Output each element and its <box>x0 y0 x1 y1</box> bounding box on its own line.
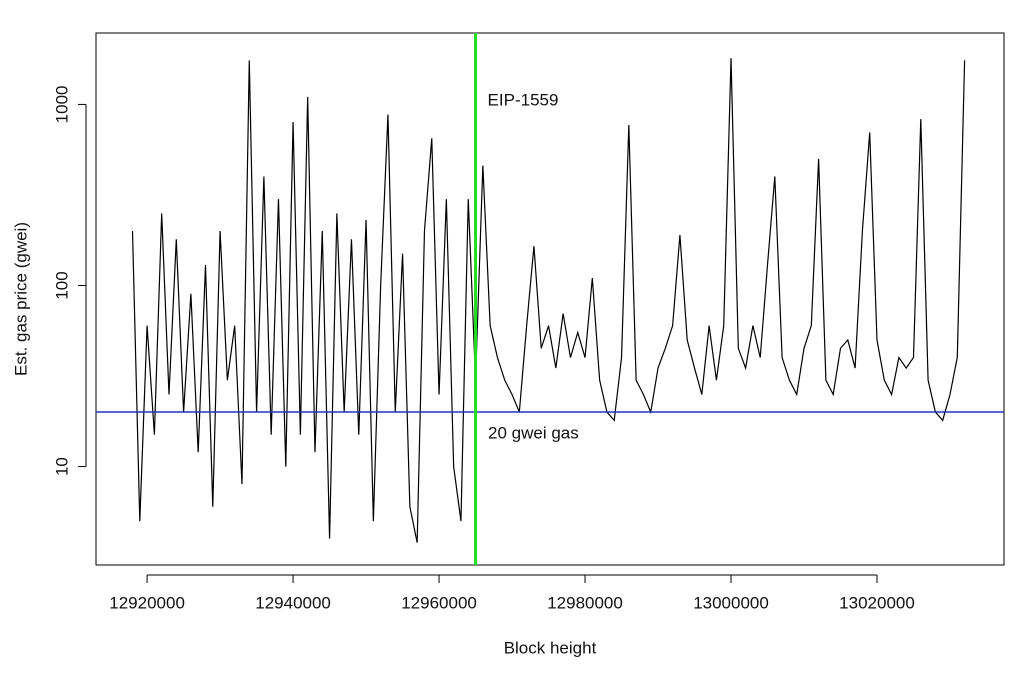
vline-label: EIP-1559 <box>488 90 559 109</box>
y-tick-label: 10 <box>52 457 71 476</box>
x-tick-label: 12940000 <box>255 593 331 612</box>
x-tick-label: 13020000 <box>839 593 915 612</box>
y-axis-label: Est. gas price (gwei) <box>11 222 30 376</box>
y-tick-label: 100 <box>52 271 71 299</box>
y-tick-label: 1000 <box>52 86 71 124</box>
x-tick-label: 13000000 <box>693 593 769 612</box>
hline-label: 20 gwei gas <box>488 424 579 443</box>
gas-price-line <box>131 58 966 543</box>
x-axis-label: Block height <box>504 638 597 657</box>
x-tick-label: 12960000 <box>401 593 477 612</box>
plot-box <box>95 32 1005 566</box>
x-tick-label: 12980000 <box>547 593 623 612</box>
x-tick-label: 12920000 <box>109 593 185 612</box>
